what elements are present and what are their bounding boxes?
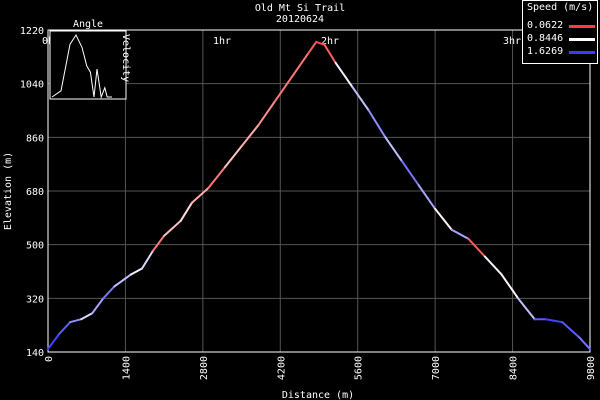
x-tick-label: 4200 [276, 356, 287, 380]
series-segment [517, 297, 536, 321]
speed-legend: Speed (m/s) 0.0622 0.8446 1.6269 [522, 0, 598, 64]
series-segment [306, 40, 318, 55]
y-tick-label: 680 [26, 187, 44, 198]
series-segment [400, 160, 420, 187]
series-segment [113, 273, 132, 288]
legend-swatch-white [569, 38, 595, 41]
time-tick-label: 1hr [213, 36, 231, 47]
series-segment [102, 285, 116, 300]
series-segment [257, 100, 276, 127]
x-tick-label: 0 [44, 356, 55, 362]
y-tick-label: 860 [26, 133, 44, 144]
series-segment [240, 124, 260, 148]
series-segment [315, 40, 326, 46]
series-segment [163, 219, 182, 237]
series-segment [351, 85, 370, 112]
legend-swatch-red [569, 25, 595, 28]
y-tick-label: 1040 [20, 80, 44, 91]
series-segment [179, 201, 193, 222]
series-segment [58, 321, 72, 336]
inset-label-velocity: Velocity [120, 34, 131, 82]
x-tick-label: 7000 [431, 356, 442, 380]
series-segment [577, 336, 591, 351]
legend-value: 0.8446 [527, 33, 564, 44]
y-tick-label: 500 [26, 241, 44, 252]
x-tick-label: 9800 [586, 356, 597, 380]
legend-entry: 0.0622 [523, 20, 599, 31]
plot-frame [47, 29, 591, 353]
elevation-series [47, 40, 591, 351]
series-segment [69, 318, 83, 324]
inset-plot: Angle Velocity [49, 19, 131, 100]
inset-curve [51, 33, 112, 99]
y-tick-label: 1220 [20, 26, 44, 37]
x-tick-label: 5600 [354, 356, 365, 380]
legend-value: 0.0622 [527, 20, 564, 31]
series-segment [500, 273, 520, 300]
series-segment [367, 109, 387, 139]
time-tick-label: 3hr [503, 36, 521, 47]
x-axis-label: Distance (m) [282, 390, 354, 400]
legend-entry: 0.8446 [523, 33, 599, 44]
series-segment [47, 333, 61, 351]
x-tick-labels: 0 1400 2800 4200 5600 7000 8400 9800 [44, 356, 597, 380]
series-segment [561, 321, 580, 339]
inset-label-angle: Angle [73, 19, 103, 30]
series-segment [273, 76, 293, 103]
y-axis-label: Elevation (m) [3, 152, 14, 230]
series-segment [450, 228, 470, 240]
time-tick-label: 0h [42, 36, 54, 47]
legend-title: Speed (m/s) [527, 2, 594, 13]
legend-value: 1.6269 [527, 46, 564, 57]
series-segment [467, 237, 486, 258]
series-segment [80, 312, 94, 321]
y-tick-label: 320 [26, 294, 44, 305]
series-segment [190, 187, 210, 204]
legend-entry: 1.6269 [523, 46, 599, 57]
y-tick-labels: 140 320 500 680 860 1040 1220 [20, 26, 44, 359]
series-segment [207, 166, 226, 190]
series-segment [91, 297, 105, 315]
series-segment [334, 61, 354, 88]
chart-title: Old Mt Si Trail [255, 3, 345, 14]
series-segment [290, 52, 309, 79]
series-segment [417, 184, 437, 210]
chart-subtitle: 20120624 [276, 14, 324, 25]
series-segment [384, 136, 403, 163]
x-tick-label: 8400 [509, 356, 520, 380]
legend-swatch-blue [569, 51, 595, 54]
series-segment [141, 249, 155, 270]
series-segment [483, 255, 503, 276]
series-segment [129, 267, 144, 276]
time-tick-labels: 0h 1hr 2hr 3hr [42, 36, 521, 47]
grid-lines [47, 29, 591, 353]
time-tick-label: 2hr [321, 36, 339, 47]
x-tick-label: 1400 [121, 356, 132, 380]
x-tick-label: 2800 [199, 356, 210, 380]
series-segment [434, 207, 453, 231]
y-tick-label: 140 [26, 348, 44, 359]
series-segment [544, 318, 564, 324]
series-segment [152, 234, 166, 252]
series-segment [223, 145, 243, 169]
series-segment [323, 43, 337, 64]
